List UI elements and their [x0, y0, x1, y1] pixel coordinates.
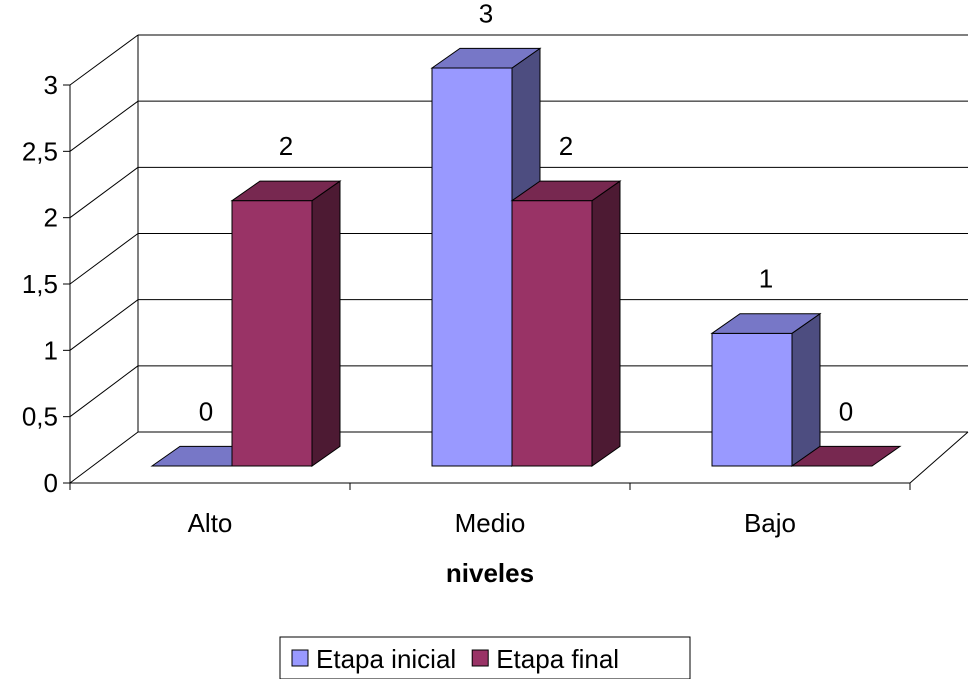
category-label: Alto [188, 508, 233, 538]
legend-label: Etapa inicial [316, 644, 456, 674]
bar-side [791, 312, 821, 467]
legend-label: Etapa final [496, 644, 619, 674]
bar-top [710, 313, 822, 334]
y-tick-label: 1,5 [22, 269, 58, 299]
bars [150, 47, 902, 467]
bar-front [511, 200, 593, 467]
gridline-side [69, 166, 139, 219]
y-tick-label: 3 [44, 70, 58, 100]
bar-top [510, 180, 622, 202]
data-label: 2 [559, 131, 573, 161]
legend-swatch [291, 649, 309, 667]
gridline-side [69, 34, 139, 86]
gridline-side [69, 365, 139, 418]
bar-front [711, 332, 793, 467]
bar-side [591, 180, 621, 467]
data-label: 0 [199, 396, 213, 426]
data-label: 3 [479, 0, 493, 28]
floor-right-edge [909, 431, 969, 484]
bar-side [311, 180, 341, 467]
gridline-side [69, 233, 139, 285]
y-tick-label: 2 [44, 203, 58, 233]
data-label: 0 [839, 396, 853, 426]
bar-top [230, 180, 342, 202]
category-label: Bajo [744, 508, 796, 538]
bar-top [430, 47, 542, 69]
legend: Etapa inicial Etapa final [279, 636, 691, 679]
bar [790, 445, 902, 467]
bar-front [231, 200, 313, 467]
y-tick-label: 2,5 [22, 136, 58, 166]
y-tick-label: 0 [44, 468, 58, 498]
category-label: Medio [455, 508, 526, 538]
data-labels: 0 2 3 2 1 0 [199, 0, 853, 426]
bar [430, 47, 542, 467]
x-axis-title: niveles [446, 558, 534, 588]
bar [230, 180, 342, 467]
y-tick-labels: 0 0,5 1 1,5 2 2,5 3 [22, 70, 58, 498]
bar [710, 312, 822, 467]
y-tick-label: 1 [44, 335, 58, 365]
gridline-side [69, 431, 139, 484]
data-label: 1 [759, 264, 773, 294]
y-tick-label: 0,5 [22, 402, 58, 432]
gridline-side [69, 299, 139, 351]
bar-front [431, 67, 513, 467]
category-labels: Alto Medio Bajo [188, 508, 796, 538]
legend-swatch [471, 649, 489, 667]
gridline-side [69, 100, 139, 152]
bar-top [790, 445, 902, 467]
bar [510, 180, 622, 467]
axes [63, 84, 911, 490]
data-label: 2 [279, 131, 293, 161]
